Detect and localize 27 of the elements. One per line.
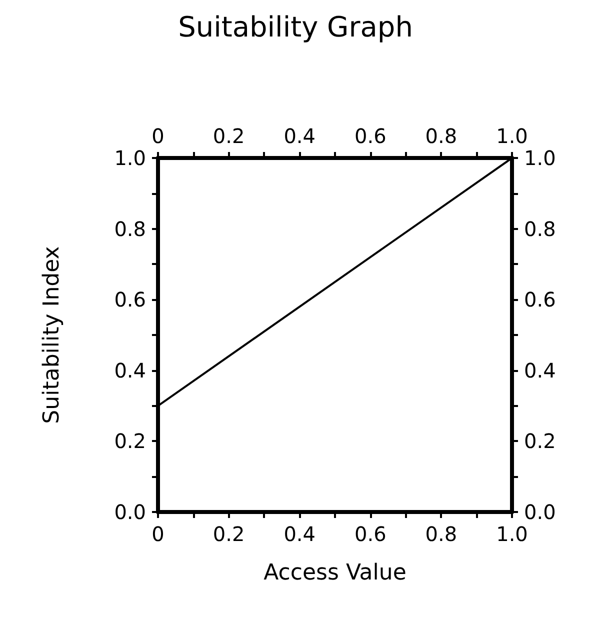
x-tick-label: 0.6 bbox=[354, 522, 386, 546]
y2-tick-label: 0.4 bbox=[524, 358, 556, 382]
chart-title: Suitability Graph bbox=[178, 10, 413, 44]
x-tick-label: 0.4 bbox=[284, 522, 316, 546]
x-tick-label: 1.0 bbox=[496, 522, 528, 546]
x-tick-label: 0.2 bbox=[212, 522, 245, 546]
x2-tick-label: 1.0 bbox=[496, 124, 528, 148]
x-axis-title: Access Value bbox=[264, 560, 406, 586]
y2-tick-label: 0.8 bbox=[524, 216, 556, 241]
y-tick-label: 0.6 bbox=[114, 288, 146, 312]
x2-tick-label: 0.8 bbox=[425, 124, 458, 148]
y-axis-title: Suitability Index bbox=[40, 246, 64, 424]
x-tick-label: 0 bbox=[152, 522, 164, 546]
x2-tick-label: 0.4 bbox=[284, 124, 316, 148]
y2-tick-label: 0.0 bbox=[524, 500, 556, 524]
y-tick-label: 0.4 bbox=[114, 358, 146, 382]
y2-tick-label: 0.2 bbox=[524, 429, 556, 454]
x2-tick-label: 0.6 bbox=[354, 124, 386, 148]
y-tick-label: 0.0 bbox=[114, 500, 146, 524]
y2-tick-label: 1.0 bbox=[524, 146, 556, 170]
x2-tick-label: 0.2 bbox=[212, 124, 245, 148]
x-tick-label: 0.8 bbox=[425, 522, 458, 546]
y-tick-label: 0.2 bbox=[114, 429, 146, 454]
y-tick-label: 1.0 bbox=[114, 146, 146, 170]
y2-tick-label: 0.6 bbox=[524, 288, 556, 312]
y-tick-label: 0.8 bbox=[114, 216, 146, 241]
x2-tick-label: 0 bbox=[152, 124, 164, 148]
